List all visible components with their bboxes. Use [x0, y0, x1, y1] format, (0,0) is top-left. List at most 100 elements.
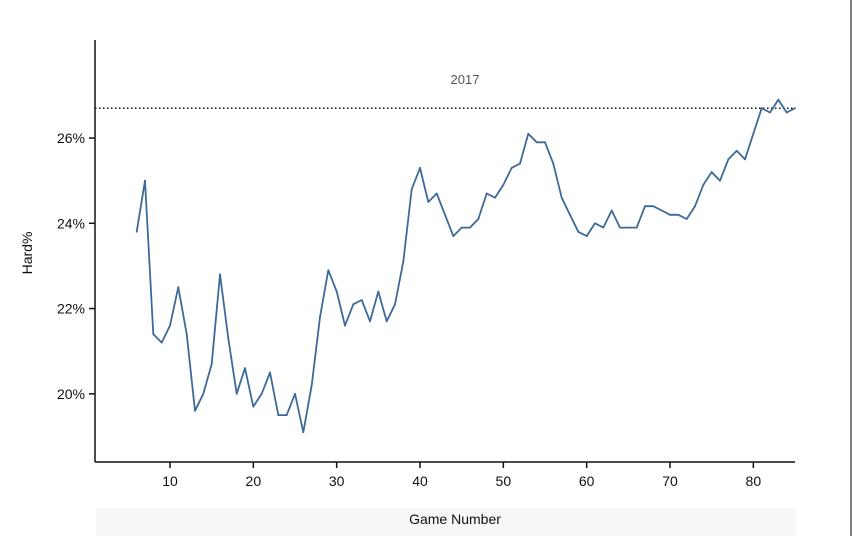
x-tick-label: 50 [496, 473, 512, 489]
data-point [677, 213, 680, 216]
x-tick-label: 10 [162, 473, 178, 489]
x-tick-label: 80 [746, 473, 762, 489]
data-point [385, 320, 388, 323]
data-point [227, 337, 230, 340]
data-point [752, 132, 755, 135]
data-point [277, 414, 280, 416]
data-point [485, 192, 488, 195]
data-point [360, 299, 363, 301]
data-point [619, 226, 621, 229]
data-point [244, 367, 246, 370]
data-point [269, 371, 271, 374]
x-tick-label: 70 [662, 473, 678, 489]
y-tick-label: 24% [57, 215, 85, 231]
data-point [327, 269, 330, 272]
data-point [177, 286, 180, 289]
x-tick-label: 20 [246, 473, 262, 489]
data-point [302, 431, 305, 434]
x-axis-ticks: 10 20 30 40 50 60 70 80 [162, 462, 761, 489]
data-point [352, 303, 355, 306]
data-point [744, 158, 746, 161]
data-point [769, 111, 771, 114]
data-point [219, 273, 221, 276]
x-tick-label: 60 [579, 473, 595, 489]
data-point [727, 158, 730, 161]
data-point [585, 235, 588, 238]
bottom-band [96, 508, 796, 536]
data-point [577, 230, 580, 233]
data-point [477, 218, 480, 220]
y-tick-label: 20% [57, 386, 85, 402]
data-point [169, 324, 171, 327]
data-point [460, 226, 463, 229]
data-point [527, 132, 530, 135]
x-axis-title: Game Number [409, 511, 501, 527]
y-tick-label: 22% [57, 301, 85, 317]
data-point [144, 179, 146, 182]
data-point [719, 179, 721, 182]
data-point [210, 363, 213, 365]
data-point [669, 213, 671, 216]
data-point [335, 290, 338, 293]
data-point [627, 226, 630, 229]
data-point [252, 405, 255, 408]
data-point [202, 392, 205, 395]
data-point [510, 167, 513, 169]
data-point [760, 107, 763, 110]
reference-line-label: 2017 [451, 72, 480, 87]
data-point [444, 213, 446, 216]
data-point [685, 218, 688, 220]
data-point [419, 167, 421, 169]
hard-percent-series-line [135, 98, 796, 434]
y-axis-title: Hard% [19, 232, 35, 275]
data-point [310, 384, 313, 387]
data-point [369, 320, 371, 323]
y-axis-ticks: 20% 22% 24% 26% [57, 130, 95, 402]
data-point [410, 188, 413, 191]
data-point [435, 192, 438, 195]
x-tick-label: 40 [412, 473, 428, 489]
data-point [402, 260, 405, 263]
data-point [777, 98, 780, 101]
y-tick-label: 26% [57, 130, 85, 146]
data-point [535, 141, 538, 144]
data-point [427, 201, 430, 203]
data-point [785, 111, 788, 114]
series-points [135, 98, 796, 434]
data-point [660, 209, 663, 212]
data-point [235, 392, 238, 395]
data-point [794, 107, 796, 110]
data-point [544, 141, 546, 144]
data-point [160, 341, 163, 344]
data-point [285, 414, 288, 416]
data-point [152, 333, 155, 335]
data-point [594, 222, 596, 225]
data-point [194, 409, 196, 412]
data-point [552, 162, 555, 165]
data-point [519, 162, 521, 165]
data-point [610, 209, 613, 212]
data-point [735, 149, 738, 152]
data-point [569, 213, 571, 216]
data-point [377, 290, 380, 293]
x-tick-label: 30 [329, 473, 345, 489]
data-point [394, 303, 396, 306]
data-point [652, 205, 655, 208]
data-point [560, 196, 563, 199]
data-point [469, 226, 471, 229]
data-point [644, 205, 646, 208]
data-point [635, 226, 638, 229]
data-point [319, 316, 321, 318]
data-point [502, 184, 505, 186]
data-point [710, 171, 713, 174]
data-point [694, 205, 696, 208]
data-point [135, 230, 138, 233]
data-point [185, 333, 188, 335]
data-point [344, 324, 346, 327]
data-point [494, 196, 496, 199]
data-point [602, 226, 605, 229]
data-point [260, 392, 263, 395]
